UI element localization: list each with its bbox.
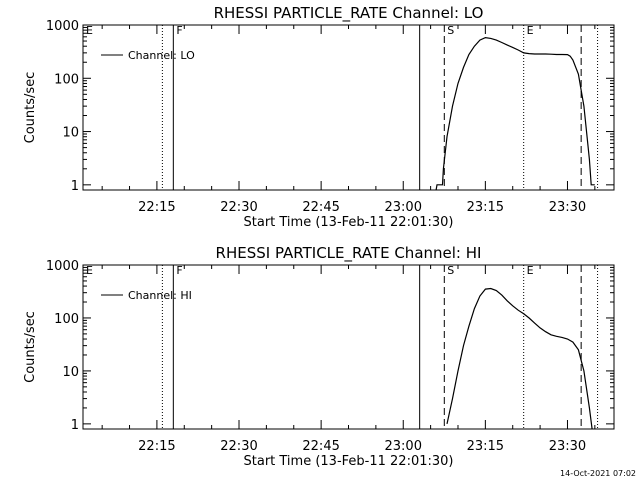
x-tick-label: 22:30 [220,200,257,215]
y-tick-label: 100 [54,72,79,87]
x-tick-label: 22:15 [138,200,175,215]
event-marker-label: E [86,24,93,37]
data-series-line [446,287,593,430]
event-marker-label: F [176,264,182,277]
x-tick-label: 22:30 [220,439,257,454]
x-tick-label: 23:15 [467,200,504,215]
chart-panel-1: RHESSI PARTICLE_RATE Channel: LO Counts/s… [23,4,615,230]
x-tick-label: 22:45 [302,200,339,215]
y-tick-label: 1000 [46,19,79,34]
y-tick-label: 100 [54,312,79,327]
x-axis-label: Start Time (13-Feb-11 22:01:30) [244,454,454,469]
chart-title: RHESSI PARTICLE_RATE Channel: HI [216,244,482,263]
event-marker-label: S [447,264,454,277]
x-tick-label: 23:00 [385,439,422,454]
y-tick-label: 1000 [46,259,79,274]
data-series-line [435,36,595,191]
y-tick-label: 10 [62,126,79,141]
x-tick-label: 23:30 [549,439,586,454]
event-marker-label: F [176,24,182,37]
y-axis-label: Counts/sec [23,72,38,144]
footer-timestamp: 14-Oct-2021 07:02 [560,469,636,478]
y-tick-label: 1 [71,418,79,433]
legend-label: Channel: LO [128,49,195,62]
event-marker-label: E [86,264,93,277]
chart-panel-2: RHESSI PARTICLE_RATE Channel: HI Counts/s… [23,244,615,469]
legend-label: Channel: HI [128,289,192,302]
x-tick-label: 22:15 [138,439,175,454]
x-tick-label: 23:00 [385,200,422,215]
x-axis-label: Start Time (13-Feb-11 22:01:30) [244,215,454,230]
y-tick-label: 10 [62,365,79,380]
x-tick-label: 23:30 [549,200,586,215]
event-marker-label: E [527,24,534,37]
x-tick-label: 22:45 [302,439,339,454]
y-tick-label: 1 [71,179,79,194]
y-axis-label: Counts/sec [23,311,38,383]
x-tick-label: 23:15 [467,439,504,454]
event-marker-label: S [447,24,454,37]
event-marker-label: E [527,264,534,277]
chart-title: RHESSI PARTICLE_RATE Channel: LO [214,4,484,23]
